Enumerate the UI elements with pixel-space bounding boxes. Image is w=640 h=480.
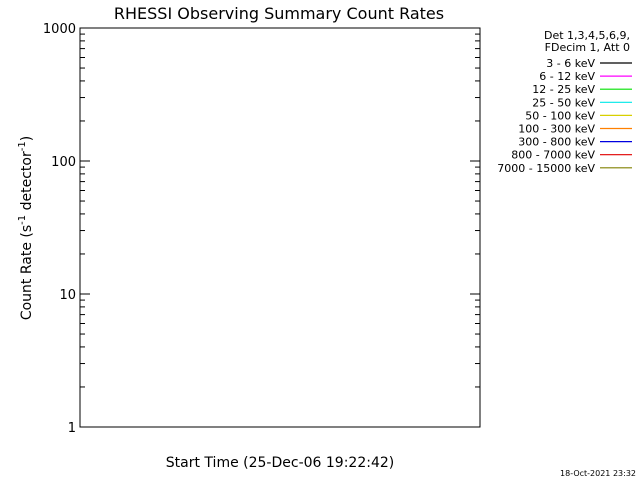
legend-label-7: 300 - 800 keV xyxy=(518,136,595,149)
axis-layer: 19:3019:4520:0020:1520:3020:4521:0011010… xyxy=(43,22,480,436)
plot-timestamp: 18-Oct-2021 23:32 xyxy=(560,469,636,478)
chart-title: RHESSI Observing Summary Count Rates xyxy=(114,4,444,23)
legend-label-4: 25 - 50 keV xyxy=(532,96,595,109)
legend-label-1: 3 - 6 keV xyxy=(546,57,595,70)
legend-header-line-1: Det 1,3,4,5,6,9, xyxy=(544,29,630,42)
legend-label-2: 6 - 12 keV xyxy=(539,70,595,83)
legend-label-6: 100 - 300 keV xyxy=(518,123,595,136)
legend-label-3: 12 - 25 keV xyxy=(532,83,595,96)
x-axis-label: Start Time (25-Dec-06 19:22:42) xyxy=(166,455,394,471)
y-tick-label-1: 1 xyxy=(68,421,76,436)
plot-frame xyxy=(79,27,481,428)
y-tick-label-3: 100 xyxy=(51,155,76,170)
legend-header-line-2: FDecim 1, Att 0 xyxy=(545,41,630,54)
y-tick-label-4: 1000 xyxy=(43,22,76,37)
legend-label-9: 7000 - 15000 keV xyxy=(497,162,595,175)
y-tick-label-2: 10 xyxy=(59,288,76,303)
legend-label-8: 800 - 7000 keV xyxy=(511,149,595,162)
y-axis-label: Count Rate (s-1 detector-1) xyxy=(17,136,35,320)
legend-label-5: 50 - 100 keV xyxy=(525,109,595,122)
